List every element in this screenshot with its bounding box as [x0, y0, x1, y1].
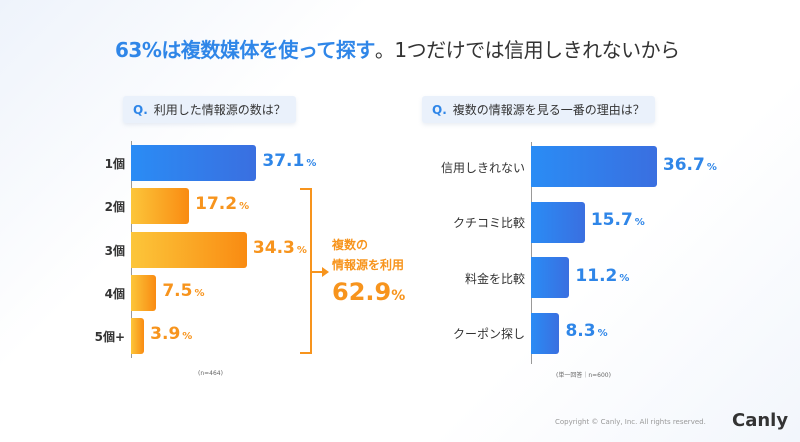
value-label: 17.2% — [195, 194, 249, 214]
value-number: 17.2 — [195, 194, 238, 215]
value-number: 15.7 — [590, 210, 633, 230]
right-note: (単一回答｜n=600) — [556, 372, 611, 379]
canly-logo: Canly — [732, 410, 789, 431]
value-number: 8.3 — [565, 321, 596, 341]
bar — [131, 188, 190, 225]
category-label: 4個 — [104, 286, 125, 301]
left-note: (n=464) — [198, 370, 223, 377]
title-highlight: 63%は複数媒体を使って探す — [115, 38, 375, 62]
bar — [531, 312, 560, 354]
category-label: 3個 — [104, 243, 125, 258]
value-unit: % — [634, 217, 645, 228]
value-label: 11.2% — [575, 266, 629, 286]
value-unit: % — [182, 331, 193, 343]
bar — [131, 145, 257, 181]
value-unit: % — [706, 161, 717, 173]
annotation-line1: 複数の — [332, 238, 369, 252]
copyright: Copyright © Canly, Inc. All rights reser… — [555, 418, 706, 426]
value-label: 37.1% — [262, 151, 316, 171]
bracket — [300, 188, 312, 354]
title-rest: 。1つだけでは信用しきれないから — [374, 38, 680, 62]
bar — [131, 318, 145, 355]
annotation-number: 62.9 — [332, 278, 392, 306]
category-label: 2個 — [104, 200, 125, 215]
value-label: 15.7% — [591, 210, 645, 230]
value-unit: % — [296, 244, 307, 256]
value-unit: % — [239, 201, 250, 213]
value-unit: % — [306, 158, 317, 169]
value-number: 11.2 — [575, 265, 618, 286]
right-question: Q. 複数の情報源を見る一番の理由は？ — [422, 96, 655, 123]
annotation-value: 62.9% — [332, 278, 405, 306]
category-label: クチコミ比較 — [452, 216, 525, 230]
category-label: 料金を比較 — [464, 271, 525, 286]
right-chart-title: 複数の情報源を見る一番の理由は？ — [452, 103, 645, 117]
bar — [531, 201, 585, 243]
bar — [131, 274, 157, 311]
category-label: 5個+ — [94, 330, 125, 345]
bar — [531, 257, 570, 298]
bar — [131, 231, 247, 268]
arrow — [312, 271, 326, 273]
bar — [531, 146, 657, 187]
category-label: クーポン探し — [452, 327, 525, 341]
page-title: 63%は複数媒体を使って探す。1つだけでは信用しきれないから — [115, 34, 680, 63]
value-unit: % — [194, 287, 205, 299]
q-prefix: Q. — [133, 102, 148, 117]
value-label: 36.7% — [663, 155, 717, 175]
value-label: 8.3% — [565, 321, 607, 341]
category-label: 1個 — [104, 157, 125, 171]
annotation-unit: % — [391, 288, 406, 304]
value-label: 34.3% — [253, 238, 307, 258]
arrow-head-icon — [322, 267, 329, 277]
axis-line — [531, 142, 532, 364]
value-number: 37.1 — [262, 151, 305, 171]
value-number: 7.5 — [162, 280, 193, 301]
value-number: 3.9 — [150, 324, 181, 345]
annotation-line2: 情報源を利用 — [332, 258, 405, 272]
left-chart-title: 利用した情報源の数は？ — [153, 103, 286, 117]
value-unit: % — [619, 272, 630, 284]
value-unit: % — [597, 328, 608, 339]
value-label: 7.5% — [162, 281, 204, 301]
value-label: 3.9% — [150, 324, 192, 344]
q-prefix: Q. — [432, 102, 447, 117]
category-label: 信用しきれない — [440, 160, 525, 175]
left-question: Q. 利用した情報源の数は？ — [123, 96, 296, 123]
value-number: 34.3 — [252, 237, 295, 258]
value-number: 36.7 — [662, 154, 705, 175]
